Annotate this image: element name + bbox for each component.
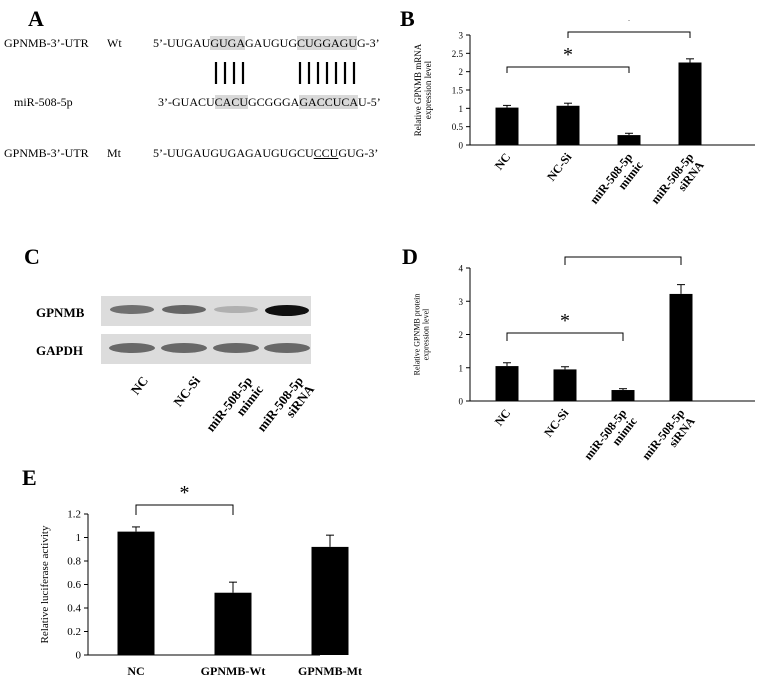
x-tick-label: GPNMB-Mt [298,664,362,678]
y-tick-label: 0.4 [67,603,81,615]
wt-label: GPNMB-3’-UTR [4,36,89,50]
bar [553,369,577,401]
y-axis-label: Relative GPNMB proteinexpression level [413,294,431,376]
x-tick-label: NC [127,664,144,678]
y-tick-label: 1.2 [67,509,81,521]
mir-label: miR-508-5p [14,95,73,109]
significance-bracket [135,504,234,515]
y-tick-label: 0 [76,650,82,662]
y-tick-label: 0.5 [452,122,464,132]
significance-star: * [618,255,628,256]
y-tick-label: 0 [459,141,464,151]
significance-bracket [506,66,630,73]
significance-bracket [567,31,691,38]
y-tick-label: 2.5 [452,49,464,59]
x-tick-label: miR-508-5psiRNA [648,150,707,215]
significance-bracket [564,256,682,265]
y-tick-label: 0 [459,397,464,407]
band-gpnmb [110,305,154,314]
bar [556,105,580,145]
y-tick-label: 1 [459,363,464,373]
y-tick-label: 1.5 [452,86,464,96]
y-axis-label: Relative GPNMB mRNAexpression level [413,43,433,136]
mt-tag: Mt [107,146,122,160]
band-gpnmb [162,305,206,315]
chart-e: 0 0.2 0.4 0.6 0.8 1 1.2 Relative luciferase act… [39,482,362,678]
x-tick-label: NC [492,406,514,428]
x-tick-label: NC-Si [544,150,575,184]
wt-tag: Wt [107,36,122,50]
significance-star: * [624,20,634,31]
significance-star: * [563,44,573,66]
band-gapdh [161,343,207,353]
band-gapdh [264,343,310,353]
significance-bracket [506,332,624,341]
bar [669,293,693,401]
y-tick-label: 4 [459,264,464,274]
base-pairing-lines [214,62,356,84]
blot-row-label-gpnmb: GPNMB [36,305,85,320]
panel-letter-a: A [28,6,44,31]
y-tick-label: 1 [76,532,82,544]
mt-sequence: 5’-UUGAUGUGAGAUGUGCUCCUGUG-3’ [153,146,379,160]
bar [495,107,519,145]
y-tick-label: 3 [459,297,464,307]
mir-sequence: 3’-GUACUCACUGCGGGAGACCUCAU-5’ [158,95,381,109]
panel-letter-b: B [400,6,415,31]
panel-letter-c: C [24,244,40,269]
y-tick-label: 0.2 [67,626,81,638]
y-tick-label: 0.6 [67,579,81,591]
mt-label: GPNMB-3’-UTR [4,146,89,160]
bar [617,135,641,145]
panel-letter-e: E [22,465,37,490]
y-tick-label: 3 [459,31,464,41]
bar [678,62,702,145]
bar [117,531,155,655]
wt-sequence: 5’-UUGAUGUGAGAUGUGCUGGAGUG-3’ [153,36,380,50]
x-tick-label: NC-Si [541,406,572,440]
x-tick-label: miR-508-5pmimic [581,406,640,470]
band-gapdh [213,343,259,353]
significance-star: * [560,310,570,332]
bar [495,366,519,401]
bar [214,592,252,655]
panel-letter-d: D [402,244,418,269]
significance-star: * [180,482,190,504]
chart-d: 0 1 2 3 4 Relative GPNMB proteinexpression le… [413,255,755,470]
x-tick-label: GPNMB-Wt [201,664,266,678]
band-gpnmb [214,305,258,313]
bar [311,546,349,655]
chart-b: 0 0.5 1 1.5 2 2.5 3 Relative GPNMB mRNAexpressi… [413,20,755,215]
x-tick-label: miR-508-5pmimic [587,150,646,215]
y-axis-label: Relative luciferase activity [39,525,51,643]
y-tick-label: 2 [459,330,464,340]
blot-row-label-gapdh: GAPDH [36,343,83,358]
x-tick-label: NC [492,150,514,172]
y-tick-label: 1 [459,104,464,114]
band-gapdh [109,343,155,353]
band-gpnmb [265,304,309,316]
y-tick-label: 2 [459,67,464,77]
y-tick-label: 0.8 [67,556,81,568]
x-tick-label: miR-508-5psiRNA [639,406,698,470]
bar [611,390,635,401]
